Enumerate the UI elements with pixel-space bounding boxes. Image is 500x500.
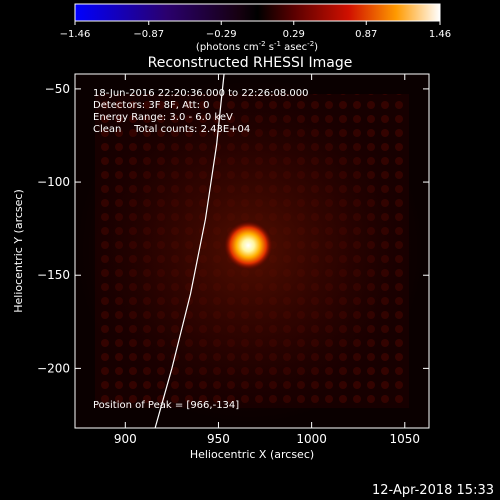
colorbar-tick-label: −0.87 (133, 29, 164, 40)
y-tick-label: −50 (45, 82, 70, 96)
solar-limb-curve (154, 74, 225, 428)
colorbar-tick-label: 0.87 (355, 29, 377, 40)
y-axis-label: Heliocentric Y (arcsec) (12, 189, 25, 313)
annotation-peak-position: Position of Peak = [966,-134] (93, 400, 239, 411)
plot-frame (74, 73, 430, 429)
footer-date: 12-Apr-2018 15:33 (372, 483, 494, 498)
colorbar-label: (photons cm-2 s-1 asec-2) (196, 40, 318, 53)
y-tick-label: −100 (37, 175, 70, 189)
image-area (75, 74, 429, 428)
annotation-detectors: Detectors: 3F 8F, Att: 0 (93, 100, 210, 111)
y-tick-label: −200 (37, 361, 70, 375)
colorbar (74, 3, 441, 22)
emission-peak (224, 221, 273, 270)
x-tick-label: 1050 (390, 432, 421, 446)
x-tick-label: 1000 (296, 432, 327, 446)
colorbar-tick-label: −1.46 (60, 29, 91, 40)
colorbar-ticks: −1.46 −0.87 −0.29 0.29 0.87 1.46 (60, 21, 451, 40)
colorbar-tick-label: 1.46 (429, 29, 451, 40)
x-tick-label: 950 (207, 432, 230, 446)
x-axis-ticks: 900 950 1000 1050 (114, 74, 420, 446)
colorbar-tick-label: 0.29 (283, 29, 305, 40)
y-axis-ticks: −50 −100 −150 −200 (37, 82, 429, 375)
x-tick-label: 900 (114, 432, 137, 446)
annotation-energy-range: Energy Range: 3.0 - 6.0 keV (93, 112, 233, 123)
chart-title: Reconstructed RHESSI Image (148, 55, 353, 71)
annotation-total-counts: Clean Total counts: 2.43E+04 (93, 124, 250, 135)
y-tick-label: −150 (37, 268, 70, 282)
annotation-time-range: 18-Jun-2016 22:20:36.000 to 22:26:08.000 (93, 88, 309, 99)
colorbar-tick-label: −0.29 (206, 29, 237, 40)
x-axis-label: Heliocentric X (arcsec) (190, 448, 314, 461)
